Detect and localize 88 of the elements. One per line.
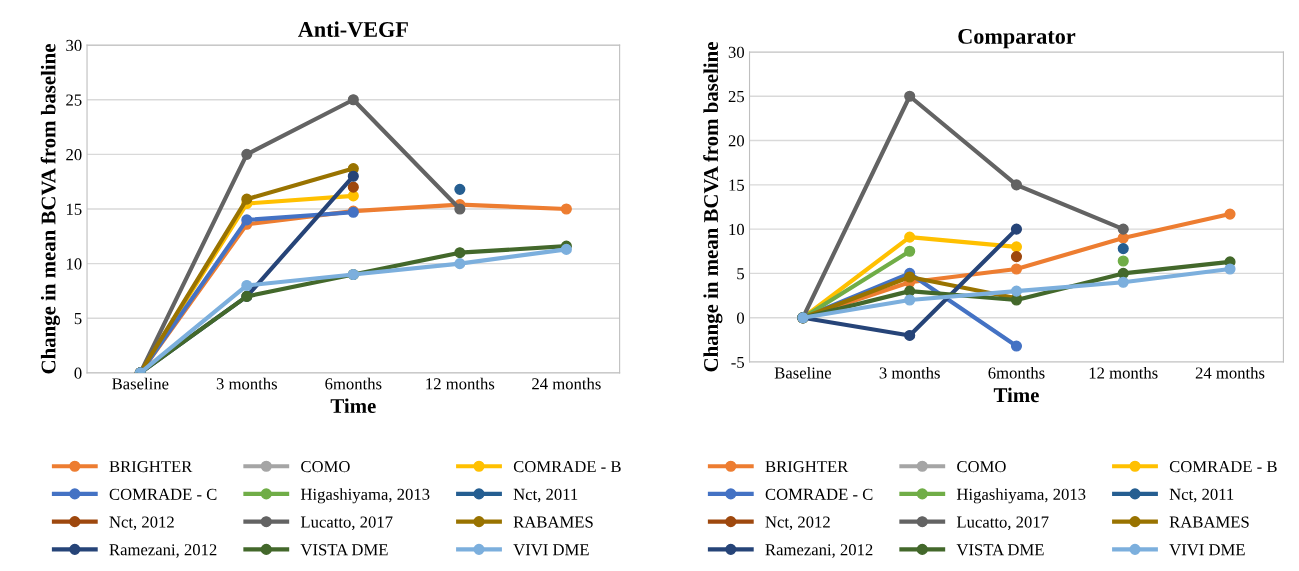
point [1010, 340, 1023, 352]
x-tick-label: 24 months [532, 377, 601, 390]
y-tick-label: 10 [66, 258, 82, 270]
y-tick-label: 25 [728, 91, 745, 103]
point [347, 94, 359, 106]
y-tick-label: 30 [66, 39, 82, 52]
y-tick-label: 0 [736, 312, 745, 324]
legend-label: VIVI DME [1169, 544, 1245, 556]
point [241, 279, 253, 292]
legend-label: COMRADE - B [513, 461, 621, 473]
point [241, 193, 253, 205]
y-tick-label: 30 [728, 46, 745, 58]
legend-label: Ramezani, 2012 [109, 544, 217, 558]
point [347, 181, 359, 193]
point [560, 203, 572, 215]
x-tick-label: 6months [325, 377, 382, 390]
x-tick-label: 6months [988, 366, 1045, 379]
legend-label: COMRADE - B [1169, 461, 1277, 473]
point [1010, 179, 1023, 191]
y-tick-label: 20 [728, 135, 745, 147]
point [1224, 263, 1236, 275]
point [454, 183, 466, 195]
y-tick-label: 25 [66, 94, 82, 106]
x-axis-title: Time [330, 398, 376, 414]
legend-label: Higashiyama, 2013 [300, 488, 430, 504]
legend-label: Lucatto, 2017 [956, 516, 1049, 531]
point [904, 231, 916, 243]
legend-label: Higashiyama, 2013 [956, 488, 1086, 504]
point [1010, 263, 1023, 275]
point [1117, 255, 1129, 267]
point [904, 271, 916, 283]
y-tick-label: 5 [74, 313, 82, 325]
legend-label: RABAMES [513, 516, 593, 528]
legend-label: BRIGHTER [109, 461, 193, 473]
point [1010, 285, 1023, 297]
point [454, 258, 466, 270]
y-tick-label: 15 [66, 203, 82, 215]
legend-label: Nct, 2012 [765, 516, 830, 531]
legend-label: COMO [301, 461, 350, 473]
legend-label: Ramezani, 2012 [765, 544, 873, 558]
x-axis-title: Time [993, 387, 1039, 403]
y-tick-label: 15 [729, 179, 745, 191]
legend-label: Nct, 2011 [1169, 488, 1234, 503]
point [1117, 243, 1129, 255]
x-tick-label: 3 months [216, 377, 277, 390]
point [904, 285, 916, 297]
y-tick-label: -5 [731, 356, 745, 368]
point [1010, 241, 1023, 253]
point [904, 90, 916, 102]
x-tick-label: Baseline [774, 366, 832, 379]
x-tick-label: 12 months [1089, 366, 1158, 379]
chart-title: Comparator [958, 28, 1076, 49]
legend-label: COMRADE - C [765, 488, 873, 500]
x-tick-label: Baseline [112, 377, 169, 390]
point [1010, 223, 1023, 235]
legend-label: Nct, 2011 [513, 488, 578, 503]
legend-label: COMO [957, 461, 1006, 473]
y-axis-title: Change in mean BCVA from baseline [703, 42, 723, 372]
y-tick-label: 0 [74, 367, 82, 379]
legend-label: BRIGHTER [765, 461, 849, 473]
point [1117, 276, 1129, 288]
legend-label: VISTA DME [956, 544, 1044, 556]
point [904, 294, 916, 306]
point [241, 214, 253, 226]
point [454, 247, 466, 259]
point [1010, 251, 1023, 263]
legend-label: Nct, 2012 [109, 516, 174, 531]
legend-label: RABAMES [1169, 516, 1249, 528]
point [241, 148, 253, 160]
x-tick-label: 3 months [879, 366, 940, 379]
point [454, 203, 466, 215]
point [1117, 223, 1129, 235]
y-tick-label: 5 [737, 268, 745, 280]
legend-label: Lucatto, 2017 [300, 516, 393, 531]
y-axis-title: Change in mean BCVA from baseline [40, 44, 60, 374]
point [347, 170, 359, 182]
point [1224, 208, 1236, 220]
chart-title: Anti-VEGF [297, 21, 408, 38]
legend-label: COMRADE - C [109, 488, 217, 500]
point [1117, 267, 1129, 279]
point [904, 245, 916, 257]
legend-label: VIVI DME [513, 544, 589, 556]
y-tick-label: 10 [729, 223, 745, 236]
legend-label: VISTA DME [300, 544, 388, 556]
x-tick-label: 12 months [426, 377, 495, 390]
point [904, 329, 916, 341]
x-tick-label: 24 months [1195, 366, 1265, 379]
y-tick-label: 20 [66, 149, 82, 161]
